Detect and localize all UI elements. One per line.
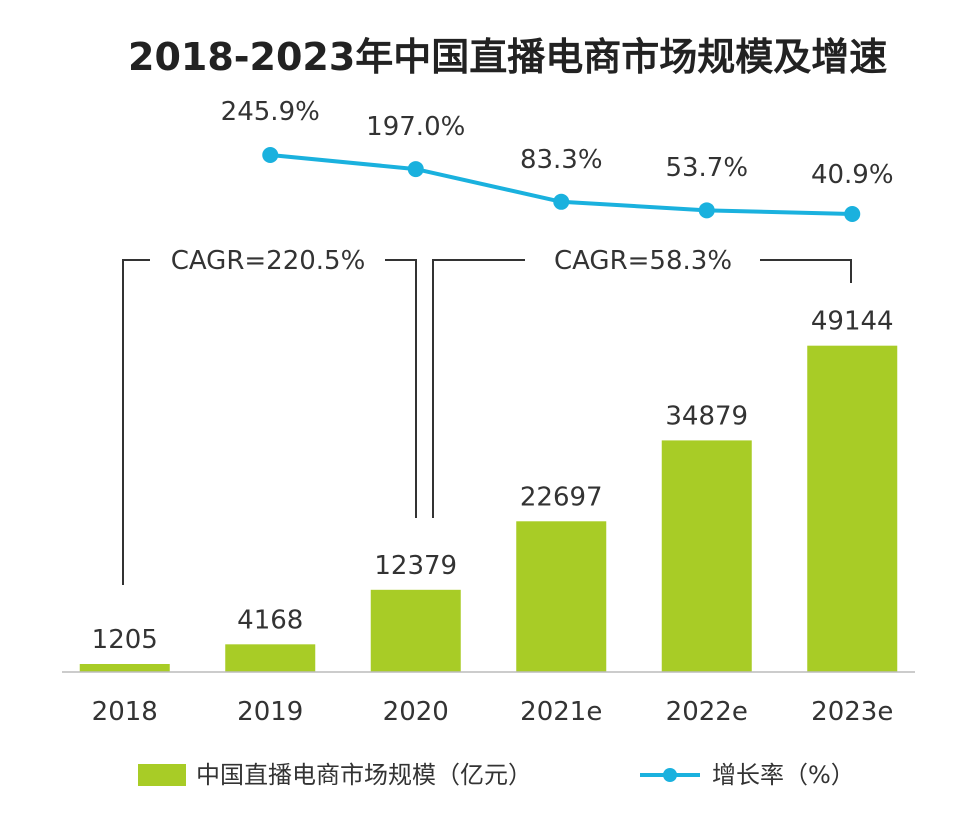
bar-value-label-2019: 4168 [237,605,303,635]
x-tick-2020: 2020 [383,697,449,727]
cagr-brackets: CAGR=220.5% CAGR=58.3% [122,246,852,585]
cagr-bracket-2-right [760,259,852,283]
legend-line-marker [663,768,677,782]
x-tick-2019: 2019 [237,697,303,727]
bar-value-label-2021e: 22697 [520,482,603,512]
bar-2022e [661,440,752,672]
bar-value-label-2020: 12379 [374,551,457,581]
x-tick-2018: 2018 [92,697,158,727]
bar-2020 [370,589,461,672]
x-tick-2023e: 2023e [811,697,893,727]
legend-line-label: 增长率（%） [712,761,855,789]
legend-bar-swatch [138,764,186,786]
x-tick-2022e: 2022e [666,697,748,727]
growth-point-2021e [553,193,570,210]
cagr-bracket-1-left [122,259,150,585]
growth-label-2021e: 83.3% [520,145,603,175]
growth-point-2022e [698,202,715,219]
legend: 中国直播电商市场规模（亿元） 增长率（%） [138,761,855,789]
growth-point-2019 [262,147,279,163]
cagr-bracket-2-left [432,259,525,518]
bar-value-label-2018: 1205 [92,625,158,655]
bar-2023e [807,345,898,672]
legend-bar-label: 中国直播电商市场规模（亿元） [196,761,532,789]
growth-label-2020: 197.0% [366,112,465,142]
bar-2019 [225,644,316,672]
growth-label-2019: 245.9% [221,97,320,127]
growth-point-2020 [407,161,424,178]
cagr-bracket-1-right [385,259,417,518]
chart-title: 2018-2023年中国直播电商市场规模及增速 [128,35,887,79]
growth-point-2023e [844,206,861,222]
bar-2021e [516,521,607,672]
cagr-label-2: CAGR=58.3% [554,246,732,276]
bar-value-label-2023e: 49144 [811,307,894,337]
x-tick-labels: 2018 2019 2020 2021e 2022e 2023e [92,697,894,727]
cagr-label-1: CAGR=220.5% [171,246,366,276]
growth-label-2022e: 53.7% [665,153,748,183]
growth-label-2023e: 40.9% [811,160,894,190]
x-tick-2021e: 2021e [520,697,602,727]
bar-value-labels: 1205 4168 12379 22697 34879 49144 [92,307,894,655]
bar-value-label-2022e: 34879 [665,401,748,431]
bar-series [79,345,898,672]
bar-2018 [79,663,170,672]
growth-line-series: 245.9% 197.0% 83.3% 53.7% 40.9% [221,97,894,222]
